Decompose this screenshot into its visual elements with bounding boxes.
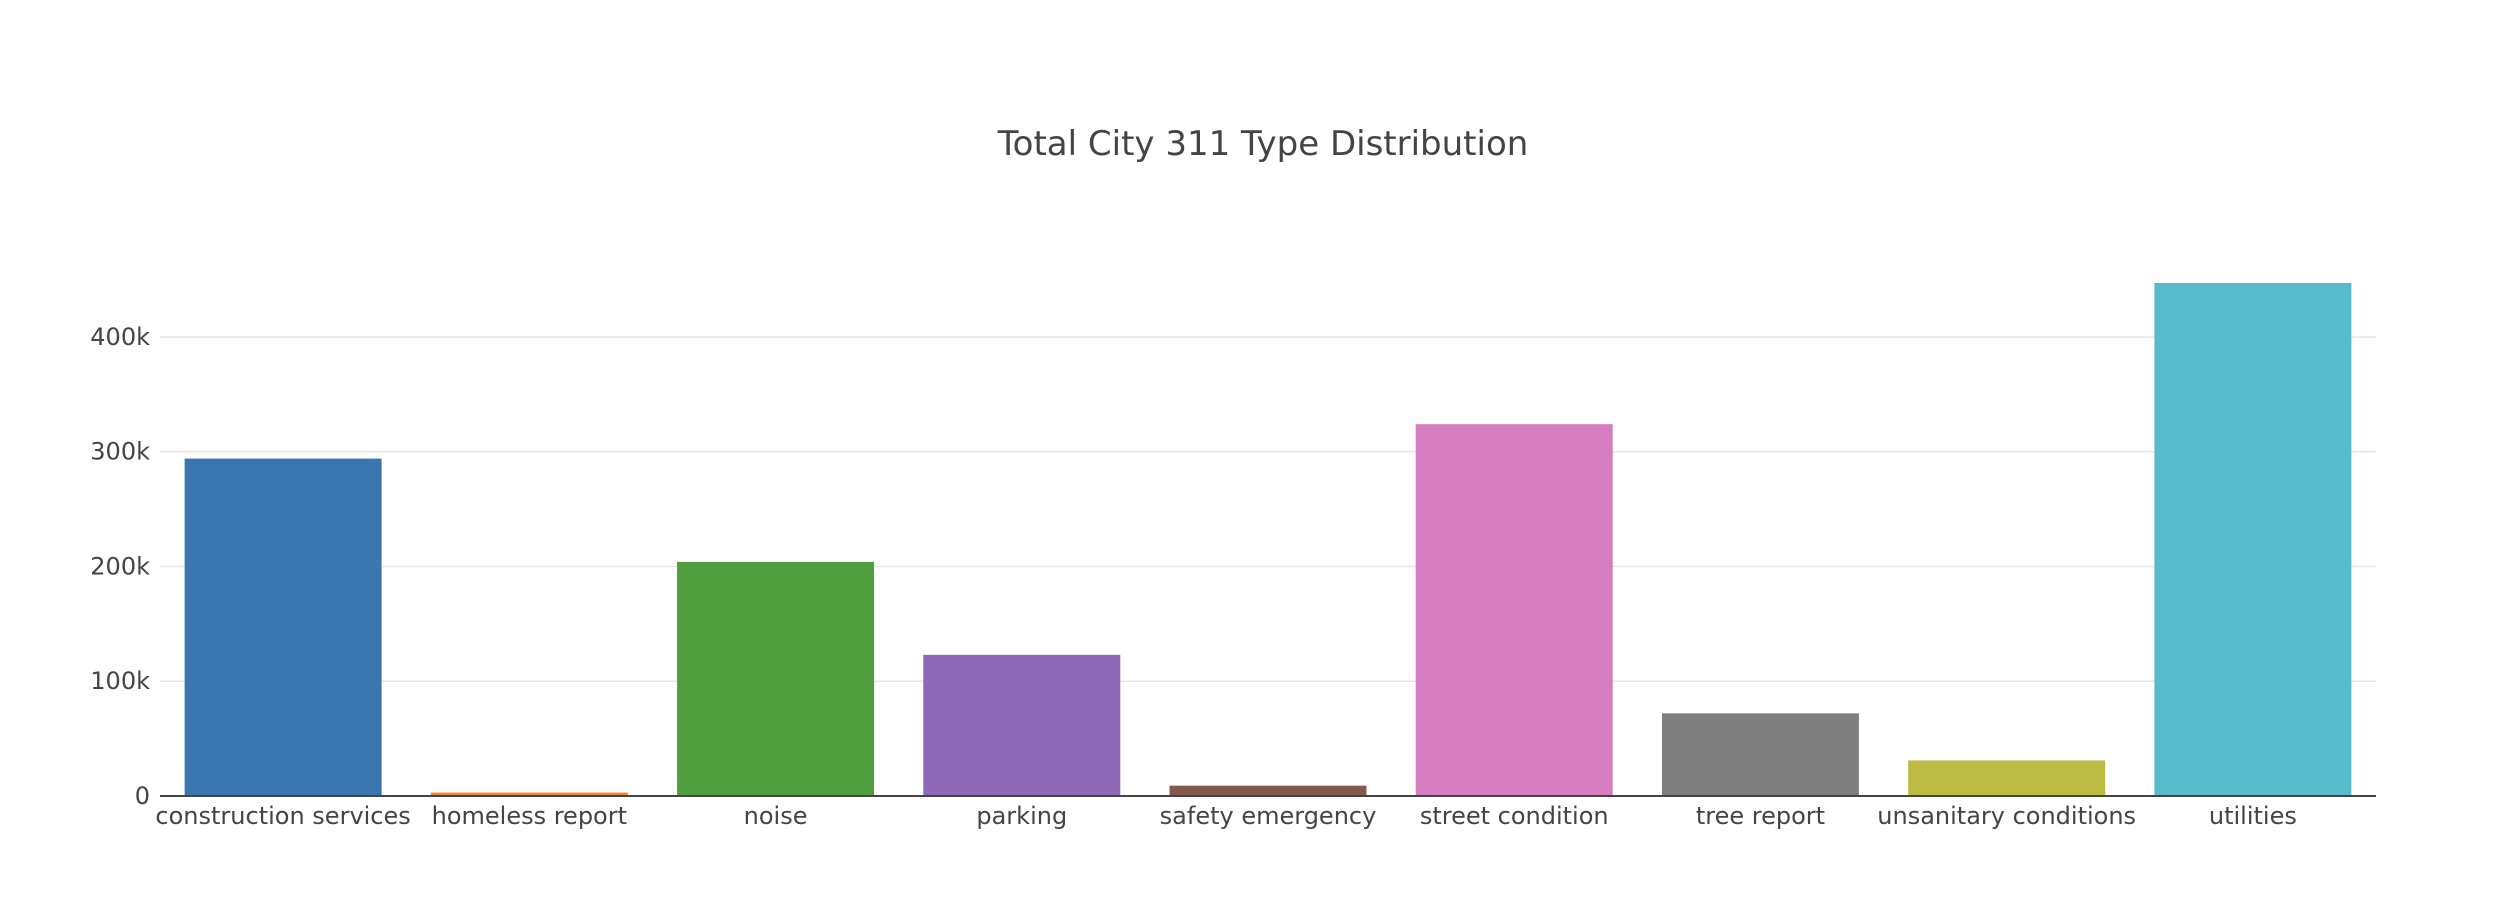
x-tick-label: street condition: [1420, 802, 1609, 830]
bar-construction-services[interactable]: [184, 458, 382, 796]
x-tick-label: construction services: [155, 802, 410, 830]
x-tick-label: safety emergency: [1160, 802, 1377, 830]
y-tick-label: 200k: [90, 552, 150, 580]
y-axis-ticks: 0 100k 200k 300k 400k: [90, 323, 150, 810]
bar-utilities[interactable]: [2154, 283, 2352, 796]
bar-safety-emergency[interactable]: [1169, 785, 1367, 796]
gridlines: [160, 336, 2376, 682]
bar-parking[interactable]: [923, 654, 1121, 796]
x-tick-label: utilities: [2209, 802, 2297, 830]
bar-street-condition[interactable]: [1415, 424, 1613, 796]
y-tick-label: 300k: [90, 438, 150, 466]
bar-unsanitary-conditions[interactable]: [1908, 760, 2106, 796]
x-axis-ticks: construction services homeless report nois…: [155, 802, 2296, 830]
x-tick-label: unsanitary conditions: [1877, 802, 2136, 830]
bar-tree-report[interactable]: [1661, 713, 1859, 796]
chart-title: Total City 311 Type Distribution: [997, 124, 1529, 164]
y-tick-label: 400k: [90, 323, 150, 351]
bars: [184, 283, 2352, 796]
x-tick-label: noise: [744, 802, 808, 830]
y-tick-label: 0: [135, 782, 150, 810]
bar-homeless-report[interactable]: [430, 792, 628, 796]
x-tick-label: parking: [976, 802, 1067, 830]
x-tick-label: homeless report: [432, 802, 627, 830]
x-tick-label: tree report: [1696, 802, 1825, 830]
y-tick-label: 100k: [90, 667, 150, 695]
bar-noise[interactable]: [677, 561, 875, 796]
